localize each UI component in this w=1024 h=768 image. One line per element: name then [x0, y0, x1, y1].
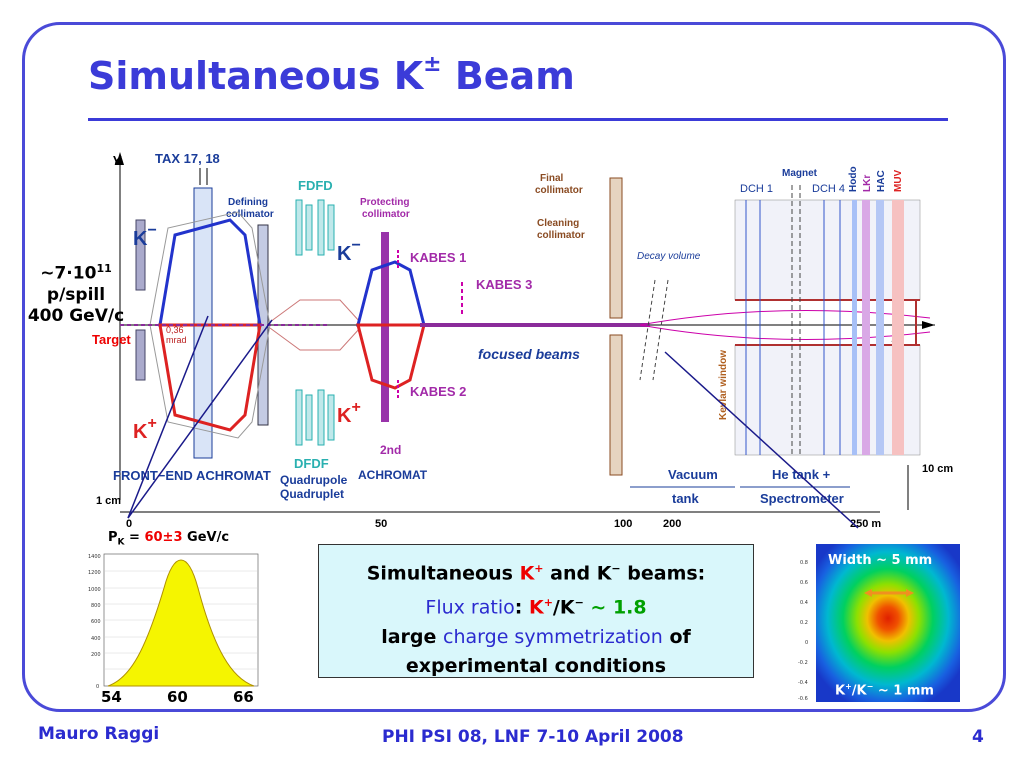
pk-tick-60: 60	[167, 688, 188, 706]
protecting-collimator-l1: Protecting	[360, 197, 409, 208]
momentum-histogram: 1400 1200 1000 800 600 400 200 0	[88, 553, 259, 690]
tax-absorber	[193, 187, 213, 459]
pk-ytick-400: 400	[91, 636, 101, 642]
cleaning-collimator-l2: collimator	[537, 230, 585, 241]
kplus-path-1	[158, 323, 262, 432]
pk-tick-54: 54	[101, 688, 122, 706]
footer-conference: PHI PSI 08, LNF 7-10 April 2008	[382, 727, 684, 747]
fdfd-label: FDFD	[298, 178, 333, 193]
hac-label: HAC	[876, 170, 887, 192]
z-tick-50: 50	[375, 518, 387, 530]
kplus-label-1: K+	[133, 415, 157, 443]
beam-profile-plot: 0.8 0.6 0.4 0.2 0 -0.2 -0.4 -0.6	[798, 544, 960, 702]
slide-frame	[22, 22, 1006, 712]
z-tick-200: 200	[663, 518, 681, 530]
kevlar-window-label: Kevlar window	[718, 350, 729, 420]
beamline-diagram: Y Z Target TAX 17, 18 Defining collimato…	[92, 151, 953, 530]
kabes3-label: KABES 3	[476, 277, 532, 292]
pk-ytick-1200: 1200	[88, 570, 101, 576]
protecting-collimator-l2: collimator	[362, 209, 410, 220]
svg-text:0: 0	[805, 640, 808, 646]
quadrupole-l2: Quadruplet	[280, 487, 344, 501]
info-line-3: large charge symmetrization of	[381, 625, 691, 648]
z-tick-100: 100	[614, 518, 632, 530]
z-tick-0: 0	[126, 518, 132, 530]
title-rule	[88, 118, 948, 121]
front-end-achromat-label: FRONT−END ACHROMAT	[113, 468, 271, 483]
he-tank-l2: Spectrometer	[760, 491, 844, 506]
proton-flux-label: ~7·1011 p/spill 400 GeV/c	[27, 262, 125, 326]
kminus-label-2: K−	[337, 237, 361, 265]
second-achromat-l2: ACHROMAT	[358, 468, 428, 482]
kplus-path-2	[356, 323, 426, 390]
svg-text:-0.2: -0.2	[798, 660, 808, 666]
defining-collimator-l2: collimator	[226, 209, 274, 220]
beam-width-label: Width ~ 5 mm	[828, 553, 933, 568]
svg-text:-0.4: -0.4	[798, 680, 808, 686]
pk-tick-66: 66	[233, 688, 254, 706]
vacuum-l2: tank	[672, 491, 700, 506]
kminus-label-1: K−	[133, 222, 157, 250]
final-collimator	[609, 177, 623, 319]
pk-ytick-1000: 1000	[88, 587, 101, 593]
hodo-label: Hodo	[848, 166, 859, 192]
kabes1-label: KABES 1	[410, 250, 466, 265]
protecting-collimator	[381, 232, 389, 422]
scale-1cm: 1 cm	[96, 495, 121, 507]
info-line-1: Simultaneous K+ and K− beams:	[366, 562, 706, 585]
pk-ytick-600: 600	[91, 619, 101, 625]
final-collimator-l2: collimator	[535, 185, 583, 196]
scale-10cm: 10 cm	[922, 463, 953, 475]
quadrupole-l1: Quadrupole	[280, 473, 348, 487]
focused-beams-label: focused beams	[478, 346, 580, 362]
lkr-label: LKr	[862, 175, 873, 192]
cleaning-collimator	[609, 334, 623, 476]
info-line-2: Flux ratio: K+/K− ~ 1.8	[425, 596, 647, 619]
kabes2-label: KABES 2	[410, 384, 466, 399]
decay-volume-label: Decay volume	[637, 251, 701, 262]
kplus-label-2: K+	[337, 399, 361, 427]
he-tank-l1: He tank +	[772, 467, 831, 482]
slide-title: Simultaneous K± Beam	[88, 52, 575, 98]
svg-text:0.6: 0.6	[800, 580, 808, 586]
svg-text:-0.6: -0.6	[798, 696, 808, 702]
info-box: Simultaneous K+ and K− beams: Flux ratio…	[318, 544, 754, 678]
pk-ytick-1400: 1400	[88, 554, 101, 560]
tax-label: TAX 17, 18	[155, 151, 220, 166]
svg-text:0.4: 0.4	[800, 600, 808, 606]
muv-label: MUV	[893, 169, 904, 192]
target-label: Target	[92, 332, 131, 347]
dch1-label: DCH 1	[740, 183, 773, 195]
magnet-label: Magnet	[782, 168, 818, 179]
svg-text:0.2: 0.2	[800, 620, 808, 626]
pk-ytick-0: 0	[96, 684, 99, 690]
cleaning-collimator-l1: Cleaning	[537, 218, 579, 229]
info-line-4: experimental conditions	[405, 654, 667, 677]
final-collimator-l1: Final	[540, 173, 564, 184]
y-axis-label: Y	[112, 153, 122, 168]
footer-author: Mauro Raggi	[38, 724, 160, 744]
dfdf-label: DFDF	[294, 456, 329, 471]
page-number: 4	[972, 727, 984, 747]
defining-collimator-l1: Defining	[228, 197, 268, 208]
mrad-l1: 0,36	[166, 325, 184, 335]
beam-ratio-label: K+/K− ~ 1 mm	[835, 682, 934, 699]
dch4-label: DCH 4	[812, 183, 845, 195]
pk-ytick-200: 200	[91, 652, 101, 658]
svg-text:0.8: 0.8	[800, 560, 808, 566]
mrad-l2: mrad	[166, 335, 187, 345]
vacuum-l1: Vacuum	[668, 467, 718, 482]
momentum-label: PK = 60±3 GeV/c	[108, 530, 230, 548]
second-achromat-l1: 2nd	[380, 443, 401, 457]
pk-ytick-800: 800	[91, 603, 101, 609]
